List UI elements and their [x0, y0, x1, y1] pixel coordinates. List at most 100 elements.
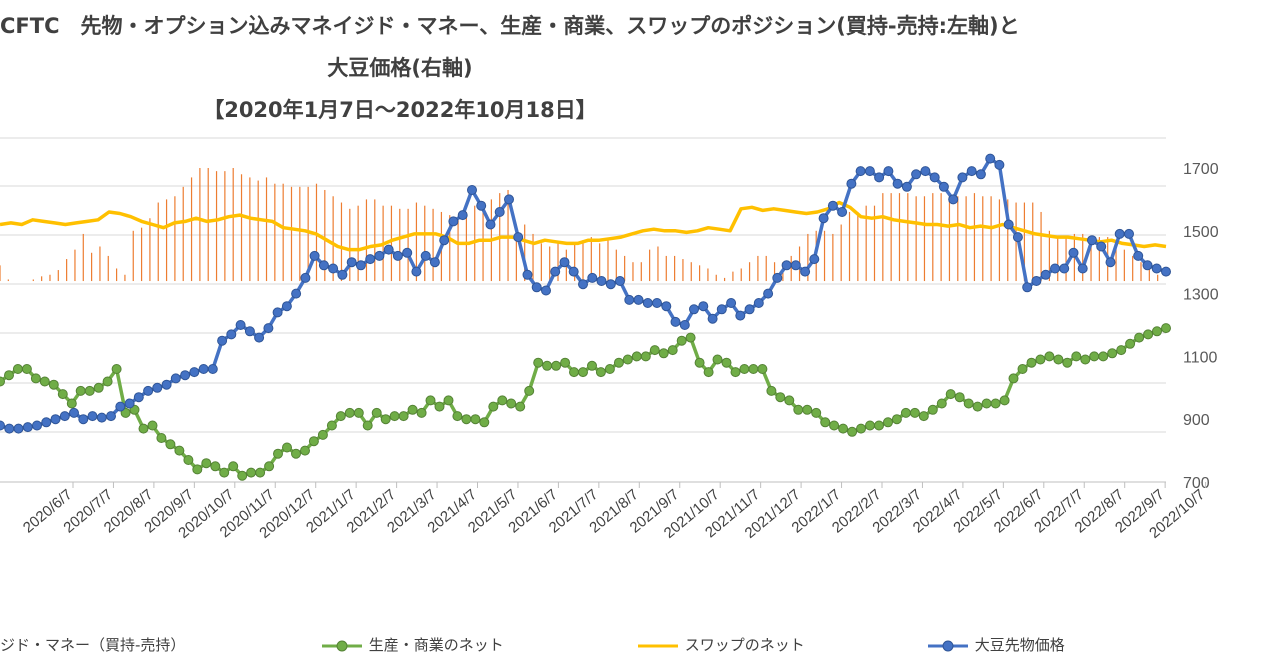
chart-title-line3: 【2020年1月7日～2022年10月18日】	[203, 98, 597, 122]
price-point-63	[578, 279, 588, 290]
producer-point-88	[784, 395, 795, 406]
price-point-24	[217, 335, 228, 346]
bar-34	[282, 183, 284, 282]
price-point-13	[115, 401, 126, 412]
bar-88	[732, 271, 734, 282]
bar-123	[1023, 202, 1026, 282]
bar-106	[882, 193, 884, 282]
price-point-52	[476, 200, 487, 211]
price-point-67	[615, 276, 625, 286]
price-point-38	[346, 257, 357, 268]
price-point-117	[1077, 263, 1088, 274]
bar-116	[965, 196, 967, 282]
producer-point-36	[317, 429, 328, 440]
bar-12	[99, 246, 101, 282]
price-point-119	[1096, 241, 1107, 252]
legend-blue-line-icon	[928, 640, 968, 651]
bar-29	[240, 174, 243, 282]
bar-13	[107, 255, 109, 282]
producer-point-71	[631, 351, 642, 362]
price-point-18	[161, 379, 172, 390]
y-tick-label-3: 1100	[1183, 349, 1218, 366]
price-point-23	[207, 364, 218, 374]
price-point-57	[522, 269, 533, 280]
bar-74	[615, 249, 617, 282]
legend-soybean-price: 大豆先物価格	[928, 634, 1065, 655]
price-point-48	[439, 235, 450, 246]
bar-128	[1065, 237, 1067, 282]
bar-75	[624, 255, 626, 282]
bar-73	[607, 240, 609, 282]
bar-21	[174, 196, 176, 282]
price-point-21	[189, 367, 200, 378]
producer-point-74	[658, 348, 669, 359]
producer-point-40	[353, 407, 364, 418]
producer-point-10	[84, 385, 95, 396]
price-point-8	[69, 407, 79, 418]
legend-producer-commercial: 生産・商業のネット	[322, 634, 504, 655]
producer-point-104	[927, 404, 938, 415]
price-point-41	[374, 250, 385, 261]
bar-24	[199, 168, 201, 282]
price-point-74	[679, 320, 690, 330]
price-point-17	[152, 382, 163, 393]
producer-point-96	[856, 423, 866, 434]
bar-132	[1098, 237, 1100, 282]
bar-1	[7, 279, 9, 282]
bar-139	[1157, 274, 1159, 282]
producer-point-51	[452, 411, 463, 422]
price-point-77	[707, 313, 718, 324]
producer-point-8	[66, 398, 77, 409]
bar-117	[973, 193, 976, 282]
bar-85	[707, 268, 709, 282]
price-point-25	[226, 329, 237, 340]
price-point-80	[735, 310, 746, 321]
producer-point-90	[802, 404, 813, 415]
bar-23	[190, 177, 193, 282]
price-point-108	[994, 159, 1005, 170]
producer-point-53	[470, 414, 481, 425]
bar-127	[1057, 237, 1059, 282]
price-point-121	[1114, 228, 1125, 239]
bar-87	[723, 277, 726, 282]
producer-point-24	[210, 461, 221, 472]
price-point-75	[689, 304, 699, 315]
producer-point-120	[1071, 351, 1082, 362]
producer-point-108	[963, 398, 974, 409]
price-point-123	[1133, 250, 1144, 261]
bar-27	[224, 171, 226, 282]
price-point-26	[235, 320, 246, 330]
bar-99	[823, 230, 826, 282]
bar-134	[1115, 246, 1117, 282]
producer-point-9	[75, 385, 86, 396]
bar-122	[1015, 202, 1017, 282]
price-point-91	[837, 207, 848, 217]
bar-92	[765, 255, 767, 282]
producer-point-0	[0, 376, 5, 387]
bar-40	[332, 196, 334, 282]
bar-91	[757, 255, 759, 282]
bar-131	[1090, 237, 1092, 282]
price-point-65	[596, 276, 607, 286]
producer-point-1	[4, 370, 14, 381]
legend-yellow-line-icon	[638, 644, 678, 647]
price-point-98	[901, 181, 912, 192]
price-point-86	[790, 260, 801, 271]
price-point-3	[22, 422, 33, 433]
bar-93	[773, 262, 776, 282]
producer-point-103	[918, 411, 929, 422]
producer-point-111	[990, 398, 1001, 409]
bar-86	[715, 274, 717, 282]
bar-97	[807, 233, 809, 282]
bar-50	[415, 202, 418, 282]
price-point-30	[272, 307, 283, 318]
bar-20	[165, 199, 168, 282]
price-point-71	[652, 298, 662, 308]
price-point-111	[1022, 282, 1033, 293]
bar-62	[515, 224, 517, 282]
price-point-92	[846, 178, 857, 189]
producer-point-49	[434, 401, 445, 412]
producer-point-95	[847, 426, 858, 437]
chart-title-line2: 大豆価格(右軸)	[327, 56, 473, 80]
